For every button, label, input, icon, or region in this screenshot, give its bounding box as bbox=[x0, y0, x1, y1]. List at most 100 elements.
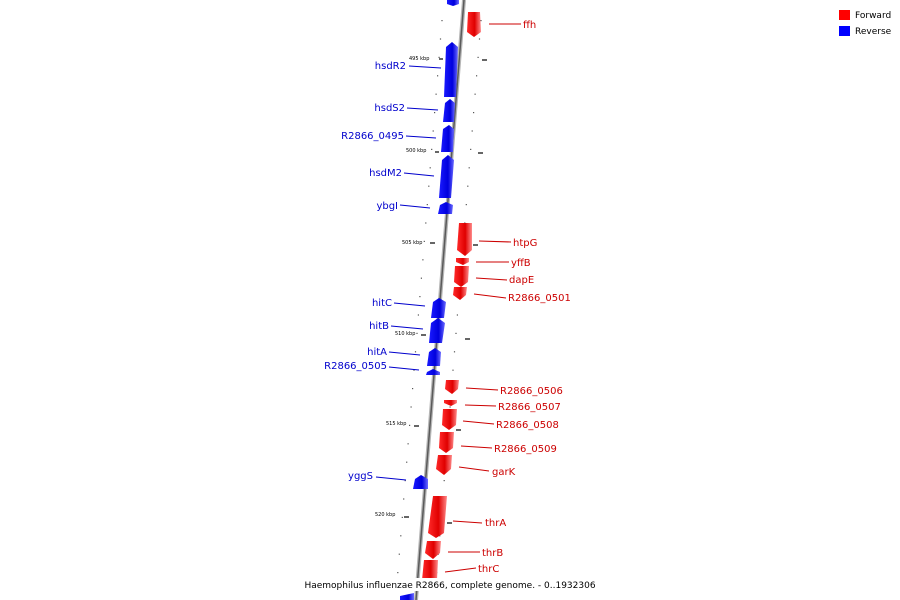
gene-label-hsdM2: hsdM2 bbox=[369, 168, 402, 179]
gene-label-hitC: hitC bbox=[372, 298, 392, 309]
gene-hsdM2[interactable]: hsdM2 bbox=[369, 155, 454, 198]
minor-tick-dot bbox=[416, 332, 418, 334]
gene-label-ybgI: ybgI bbox=[376, 201, 398, 212]
gene-label-R2866_0495: R2866_0495 bbox=[341, 131, 404, 142]
gene-label-hitB: hitB bbox=[369, 321, 389, 332]
minor-tick-dot bbox=[409, 424, 411, 426]
gene-label-yggS: yggS bbox=[348, 471, 373, 482]
major-tick-515: 515 kbp bbox=[386, 421, 461, 431]
gene-hsdR2[interactable]: hsdR2 bbox=[375, 42, 458, 97]
minor-tick-dot bbox=[452, 369, 454, 371]
minor-tick-dot bbox=[410, 406, 412, 408]
minor-tick-dot bbox=[412, 388, 414, 390]
minor-tick-dot bbox=[432, 130, 434, 132]
minor-tick-dot bbox=[403, 498, 405, 500]
gene-partial-top[interactable] bbox=[447, 0, 459, 6]
gene-R2866_0495[interactable]: R2866_0495 bbox=[341, 125, 454, 152]
minor-tick-dot bbox=[398, 553, 400, 555]
minor-tick-dot bbox=[476, 75, 478, 77]
minor-tick-dot bbox=[426, 204, 428, 206]
minor-tick-dot bbox=[438, 56, 440, 58]
gene-R2866_0508[interactable]: R2866_0508 bbox=[442, 409, 559, 431]
legend-item-reverse[interactable]: Reverse bbox=[839, 26, 892, 37]
gene-label-thrC: thrC bbox=[478, 564, 499, 575]
minor-tick-dot bbox=[455, 332, 457, 334]
gene-hsdS2[interactable]: hsdS2 bbox=[374, 99, 455, 122]
gene-ybgI[interactable]: ybgI bbox=[376, 201, 453, 214]
gene-thrA[interactable]: thrA bbox=[428, 496, 506, 538]
minor-tick-dot bbox=[478, 38, 481, 40]
minor-tick-dot bbox=[407, 443, 409, 445]
gene-thrB[interactable]: thrB bbox=[425, 541, 503, 559]
minor-tick-dot bbox=[431, 148, 433, 150]
minor-tick-dot bbox=[397, 572, 399, 574]
genome-caption: Haemophilus influenzae R2866, complete g… bbox=[304, 581, 595, 591]
legend-swatch-forward bbox=[839, 10, 850, 20]
gene-R2866_0501[interactable]: R2866_0501 bbox=[453, 287, 571, 304]
minor-tick-dot bbox=[406, 461, 408, 463]
gene-label-R2866_0501: R2866_0501 bbox=[508, 293, 571, 304]
minor-tick-dot bbox=[439, 535, 441, 537]
minor-tick-dot bbox=[441, 20, 443, 22]
gene-R2866_0506[interactable]: R2866_0506 bbox=[445, 380, 563, 397]
minor-tick-dot bbox=[429, 167, 431, 169]
minor-tick-dot bbox=[465, 204, 467, 206]
minor-tick-dot bbox=[417, 314, 419, 316]
genes: ffh hsdR2 hsdS2 R2866_0495 hsdM2 bbox=[324, 0, 571, 600]
gene-label-R2866_0509: R2866_0509 bbox=[494, 444, 557, 455]
minor-tick-dot bbox=[423, 240, 425, 242]
minor-tick-dot bbox=[443, 480, 445, 482]
gene-hitC[interactable]: hitC bbox=[372, 298, 446, 318]
gene-label-hitA: hitA bbox=[367, 347, 387, 358]
gene-ffh[interactable]: ffh bbox=[467, 12, 536, 37]
tick-label-520: 520 kbp bbox=[375, 512, 395, 518]
gene-yffB[interactable]: yffB bbox=[456, 258, 531, 269]
legend: Forward Reverse bbox=[839, 10, 892, 37]
minor-tick-dot bbox=[468, 167, 470, 169]
gene-hitA[interactable]: hitA bbox=[367, 347, 441, 366]
gene-yggS[interactable]: yggS bbox=[348, 471, 428, 489]
minor-tick-dot bbox=[474, 93, 476, 95]
minor-tick-dot bbox=[413, 369, 415, 371]
legend-swatch-reverse bbox=[839, 26, 850, 36]
minor-tick-dot bbox=[437, 75, 439, 77]
major-ticks: 495 kbp 500 kbp 505 kbp 510 kbp 515 kbp … bbox=[375, 56, 487, 524]
gene-label-R2866_0507: R2866_0507 bbox=[498, 402, 561, 413]
gene-hitB[interactable]: hitB bbox=[369, 318, 445, 343]
gene-label-R2866_0505: R2866_0505 bbox=[324, 361, 387, 372]
minor-tick-dot bbox=[400, 535, 402, 537]
major-tick-495: 495 kbp bbox=[409, 56, 487, 62]
major-tick-505: 505 kbp bbox=[402, 240, 478, 246]
tick-label-510: 510 kbp bbox=[395, 331, 415, 337]
minor-tick-dot bbox=[453, 351, 456, 353]
gene-label-thrA: thrA bbox=[485, 518, 506, 529]
minor-tick-dot bbox=[419, 296, 421, 298]
minor-tick-dot bbox=[467, 185, 469, 187]
gene-label-yffB: yffB bbox=[511, 258, 531, 269]
gene-R2866_0509[interactable]: R2866_0509 bbox=[439, 432, 557, 455]
gene-label-garK: garK bbox=[492, 467, 516, 478]
minor-tick-dot bbox=[401, 516, 403, 518]
gene-label-hsdS2: hsdS2 bbox=[374, 103, 405, 114]
minor-tick-dot bbox=[435, 93, 437, 95]
gene-R2866_0507[interactable]: R2866_0507 bbox=[444, 400, 561, 413]
major-tick-510: 510 kbp bbox=[395, 331, 470, 340]
minor-tick-dot bbox=[422, 259, 424, 261]
gene-htpG[interactable]: htpG bbox=[457, 223, 537, 256]
caption-background bbox=[298, 578, 602, 591]
minor-tick-dot bbox=[456, 314, 458, 316]
gene-label-thrB: thrB bbox=[482, 548, 503, 559]
gene-label-R2866_0508: R2866_0508 bbox=[496, 420, 559, 431]
gene-garK[interactable]: garK bbox=[436, 455, 516, 478]
minor-tick-dot bbox=[414, 351, 417, 353]
gene-R2866_0505[interactable]: R2866_0505 bbox=[324, 361, 440, 375]
gene-label-hsdR2: hsdR2 bbox=[375, 61, 406, 72]
minor-tick-dot bbox=[439, 38, 442, 40]
minor-tick-dot bbox=[471, 130, 473, 132]
minor-tick-dot bbox=[449, 406, 451, 408]
tick-label-515: 515 kbp bbox=[386, 421, 406, 427]
gene-dapE[interactable]: dapE bbox=[454, 266, 534, 287]
gene-partial-bottom[interactable] bbox=[400, 593, 414, 600]
legend-item-forward[interactable]: Forward bbox=[839, 10, 891, 21]
